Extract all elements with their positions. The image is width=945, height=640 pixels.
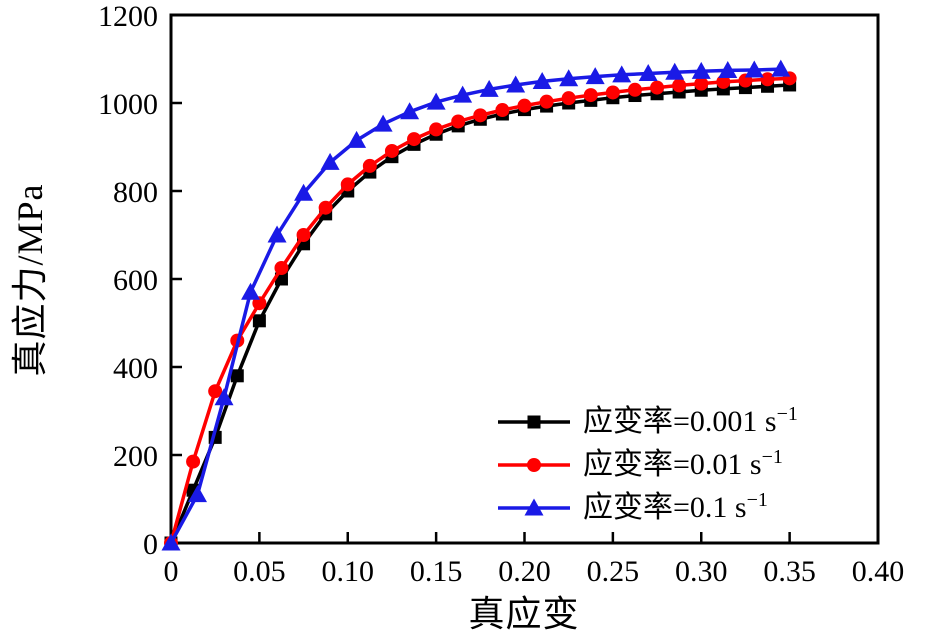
y-tick-label: 200 <box>113 440 158 473</box>
square-marker <box>252 314 266 328</box>
chart-legend: 应变率=0.001 s−1 应变率=0.01 s−1 应变率=0.1 s−1 <box>497 400 798 529</box>
circle-marker <box>495 103 510 118</box>
y-tick-label: 0 <box>143 528 158 561</box>
circle-marker <box>561 91 576 106</box>
legend-swatch-circle-icon <box>498 457 570 472</box>
triangle-marker <box>294 183 314 201</box>
data-series-triangle <box>161 59 791 551</box>
y-tick-label: 1200 <box>98 0 158 33</box>
x-tick-label: 0.05 <box>233 555 286 588</box>
data-series-circle <box>164 71 797 550</box>
triangle-marker <box>612 65 632 83</box>
triangle-marker <box>506 75 526 93</box>
x-tick-label: 0.40 <box>852 555 905 588</box>
x-tick-label: 0.20 <box>498 555 551 588</box>
circle-marker <box>429 122 444 137</box>
triangle-marker <box>214 388 234 406</box>
x-axis-title: 真应变 <box>468 594 579 634</box>
y-tick-label: 800 <box>113 176 158 209</box>
circle-marker <box>186 454 201 469</box>
circle-marker <box>605 85 620 100</box>
circle-marker <box>694 76 709 91</box>
x-tick-label: 0 <box>164 555 179 588</box>
triangle-marker <box>532 71 552 89</box>
legend-item-1: 应变率=0.01 s−1 <box>497 443 798 486</box>
y-tick-label: 400 <box>113 352 158 385</box>
triangle-marker <box>665 62 685 80</box>
y-axis-title: 真应力/MPa <box>10 183 50 376</box>
circle-marker <box>672 78 687 93</box>
circle-marker <box>274 261 289 275</box>
triangle-marker <box>744 60 764 78</box>
triangle-marker <box>267 225 287 243</box>
circle-marker <box>650 80 665 95</box>
circle-marker <box>451 114 466 129</box>
triangle-marker <box>559 69 579 87</box>
circle-marker <box>527 457 541 472</box>
circle-marker <box>384 143 399 158</box>
circle-marker <box>473 108 488 123</box>
circle-marker <box>583 88 598 103</box>
triangle-marker <box>453 85 473 103</box>
square-marker <box>230 369 244 383</box>
triangle-marker <box>400 102 420 120</box>
triangle-marker <box>241 282 261 300</box>
triangle-marker <box>161 533 181 551</box>
legend-swatch-triangle-icon <box>498 498 570 515</box>
circle-marker <box>760 72 775 87</box>
circle-marker <box>208 384 223 399</box>
y-tick-label: 600 <box>113 264 158 297</box>
triangle-marker <box>524 498 544 515</box>
circle-marker <box>362 158 377 173</box>
triangle-marker <box>373 114 393 132</box>
x-tick-label: 0.15 <box>410 555 463 588</box>
circle-marker <box>340 177 355 192</box>
square-marker <box>527 415 541 428</box>
x-tick-label: 0.10 <box>322 555 375 588</box>
x-tick-label: 0.25 <box>587 555 640 588</box>
triangle-marker <box>771 59 791 77</box>
circle-marker <box>627 82 642 97</box>
x-tick-label: 0.35 <box>763 555 816 588</box>
y-tick-label: 1000 <box>98 88 158 121</box>
circle-marker <box>296 228 311 242</box>
triangle-marker <box>691 61 711 79</box>
legend-label: 应变率=0.001 s−1 <box>583 402 798 438</box>
legend-item-2: 应变率=0.1 s−1 <box>497 486 798 529</box>
legend-label: 应变率=0.01 s−1 <box>583 445 783 481</box>
triangle-marker <box>347 130 367 148</box>
circle-marker <box>539 94 554 109</box>
triangle-marker <box>638 64 658 82</box>
triangle-marker <box>718 60 738 78</box>
triangle-marker <box>479 79 499 97</box>
triangle-marker <box>426 92 446 110</box>
circle-marker <box>716 74 731 89</box>
legend-item-0: 应变率=0.001 s−1 <box>497 400 798 443</box>
circle-marker <box>318 200 333 215</box>
triangle-marker <box>320 152 340 170</box>
triangle-marker <box>188 485 208 503</box>
legend-label: 应变率=0.1 s−1 <box>583 488 768 524</box>
triangle-marker <box>585 67 605 85</box>
circle-marker <box>517 98 532 113</box>
x-tick-label: 0.30 <box>675 555 728 588</box>
circle-marker <box>407 132 422 147</box>
legend-swatch-square-icon <box>498 415 570 428</box>
